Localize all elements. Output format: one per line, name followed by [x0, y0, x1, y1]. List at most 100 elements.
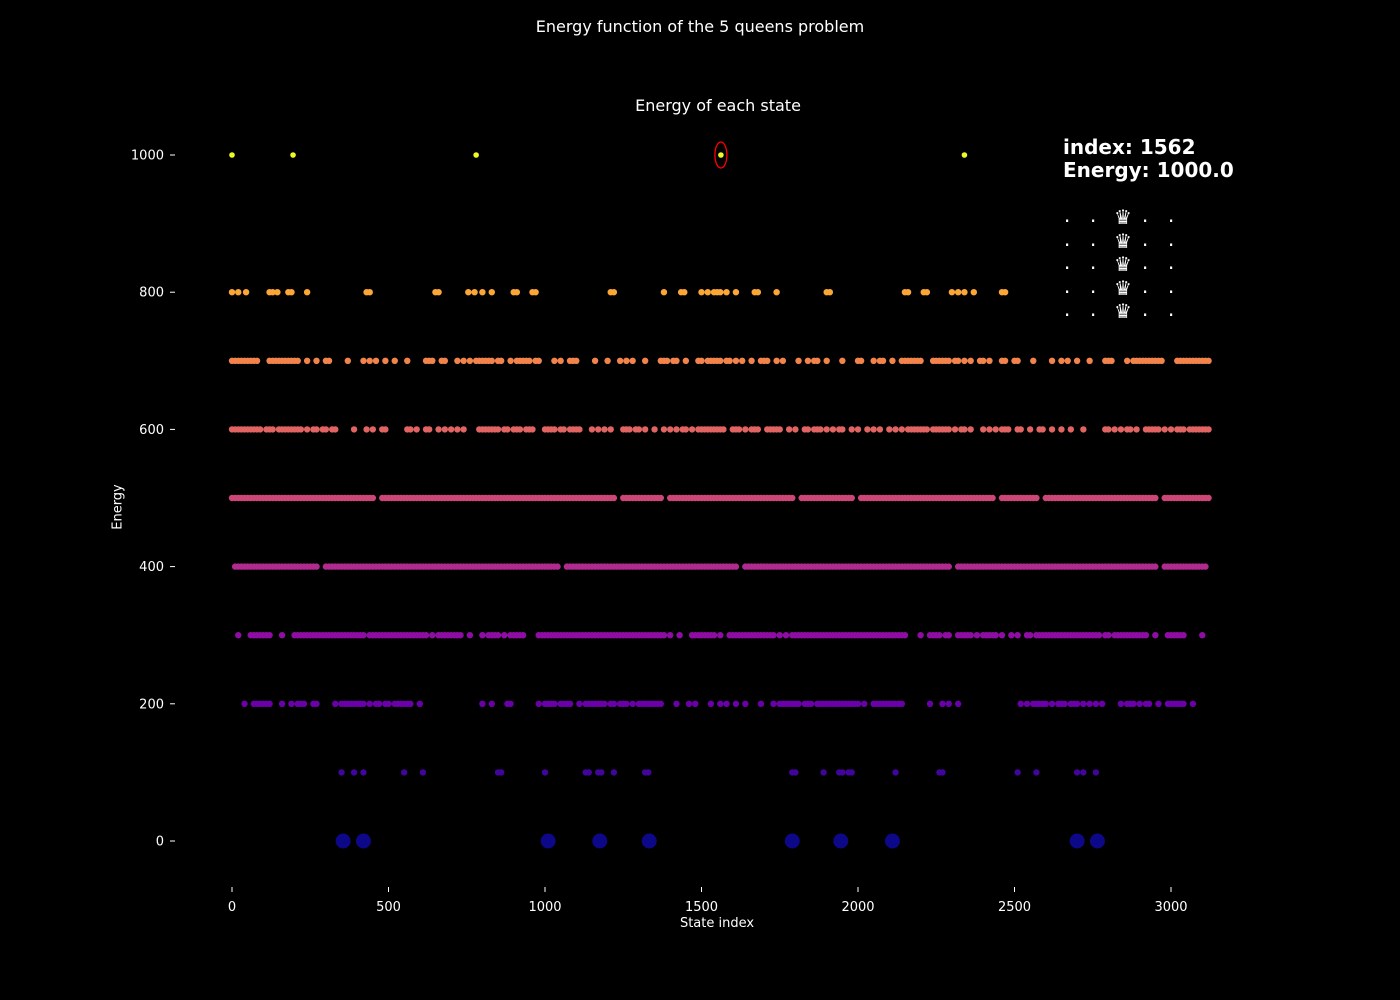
data-point: [657, 700, 665, 707]
data-point: [936, 632, 943, 639]
data-point: [425, 426, 433, 433]
y-tick-label: 0: [156, 835, 164, 850]
data-point: [488, 289, 495, 296]
queen-icon: ♛: [1114, 205, 1132, 229]
data-point: [723, 700, 730, 707]
data-point: [344, 357, 352, 364]
data-point: [657, 494, 665, 502]
board-row: .. ♛..: [1062, 275, 1192, 301]
data-point: [951, 426, 959, 433]
data-point: [660, 426, 668, 433]
data-point: [945, 563, 952, 570]
data-point: [939, 769, 946, 776]
data-point: [382, 357, 389, 364]
x-tick-label: 0: [228, 900, 236, 915]
data-point: [241, 700, 248, 707]
data-point: [742, 700, 749, 707]
data-point: [313, 426, 320, 433]
data-point: [685, 700, 693, 707]
data-point: [961, 357, 968, 364]
data-point: [591, 357, 599, 364]
data-point: [1058, 357, 1065, 364]
data-point: [1017, 426, 1024, 433]
data-point: [986, 357, 993, 364]
data-point: [488, 700, 495, 707]
data-point: [945, 426, 952, 433]
data-point: [961, 426, 968, 433]
state-index: index: 1562: [1063, 135, 1196, 159]
data-point: [857, 357, 865, 364]
empty-square: .: [1166, 254, 1177, 274]
data-point: [807, 700, 815, 707]
data-point: [967, 632, 974, 639]
empty-square: .: [1166, 301, 1177, 321]
data-point: [1092, 700, 1100, 707]
data-point: [610, 494, 618, 502]
data-point: [325, 357, 333, 364]
data-point: [535, 700, 542, 707]
data-point: [641, 833, 657, 849]
data-point: [278, 700, 286, 707]
data-point: [1111, 426, 1118, 433]
x-tick-label: 1000: [528, 900, 561, 915]
data-point: [369, 426, 377, 433]
data-point: [360, 700, 367, 707]
data-point: [823, 357, 830, 364]
data-point: [1180, 632, 1187, 639]
data-point: [235, 632, 242, 639]
data-point: [688, 426, 696, 433]
data-point: [1058, 426, 1065, 433]
data-point: [269, 289, 276, 296]
empty-square: .: [1140, 230, 1151, 251]
data-point: [375, 700, 383, 707]
data-point: [898, 426, 906, 433]
data-point: [1080, 769, 1087, 776]
data-point: [266, 700, 273, 707]
data-point: [242, 289, 250, 296]
data-point: [435, 289, 442, 296]
data-point: [923, 426, 931, 433]
data-point: [1005, 426, 1012, 433]
empty-square: .: [1062, 230, 1073, 251]
data-point: [884, 833, 900, 849]
data-point: [560, 426, 567, 433]
data-point: [660, 289, 668, 296]
data-point: [466, 632, 474, 639]
data-point: [441, 357, 449, 364]
data-point: [1073, 769, 1081, 776]
data-point: [718, 152, 724, 158]
data-point: [1133, 426, 1140, 433]
data-point: [335, 833, 351, 849]
data-point: [629, 357, 636, 364]
data-point: [876, 426, 884, 433]
queen-icon: ♛: [1114, 228, 1132, 253]
data-point: [735, 426, 743, 433]
data-point: [1152, 563, 1159, 570]
data-point: [551, 426, 558, 433]
data-point: [980, 426, 987, 433]
data-point: [889, 357, 896, 364]
data-point: [360, 632, 367, 639]
data-point: [1117, 426, 1125, 433]
data-point: [303, 426, 311, 433]
data-point: [1152, 494, 1159, 502]
data-point: [366, 357, 373, 364]
selected-point-marker: [714, 141, 728, 169]
data-point: [892, 426, 899, 433]
data-point: [497, 357, 505, 364]
data-point: [253, 357, 261, 364]
data-point: [1080, 426, 1087, 433]
queen-icon: ♛: [1114, 275, 1132, 300]
data-point: [366, 700, 373, 707]
data-point: [1026, 632, 1034, 639]
data-point: [1033, 769, 1040, 776]
empty-square: .: [1088, 277, 1099, 298]
data-point: [770, 632, 777, 639]
data-point: [350, 769, 358, 776]
data-point: [823, 426, 830, 433]
data-point: [1142, 632, 1150, 639]
data-point: [529, 426, 536, 433]
data-point: [833, 833, 849, 849]
data-point: [413, 426, 420, 433]
